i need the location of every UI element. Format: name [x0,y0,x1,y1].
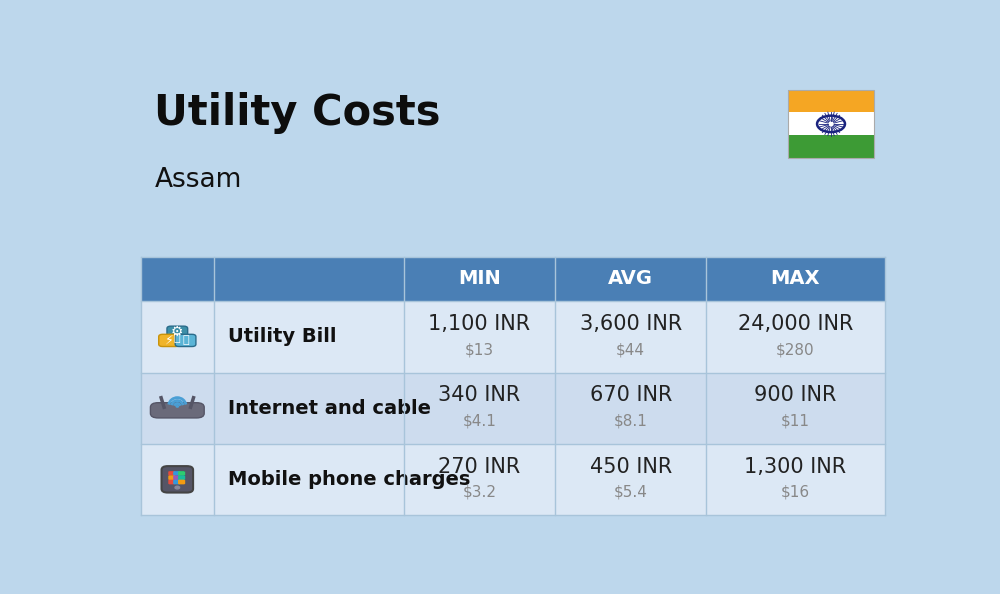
FancyBboxPatch shape [178,471,185,476]
FancyBboxPatch shape [178,479,185,484]
FancyBboxPatch shape [168,479,175,484]
Text: AVG: AVG [608,270,653,289]
Text: $16: $16 [781,485,810,500]
Text: $8.1: $8.1 [614,413,648,428]
Text: $3.2: $3.2 [463,485,497,500]
Text: 1,100 INR: 1,100 INR [428,314,531,334]
Text: 🏠: 🏠 [174,333,181,343]
Text: $44: $44 [616,342,645,357]
FancyBboxPatch shape [169,470,185,484]
FancyBboxPatch shape [788,90,874,112]
FancyBboxPatch shape [140,257,885,301]
FancyBboxPatch shape [140,372,885,444]
Text: 670 INR: 670 INR [590,386,672,405]
Text: $280: $280 [776,342,815,357]
FancyBboxPatch shape [140,301,885,372]
Text: 1,300 INR: 1,300 INR [744,457,846,476]
Text: 24,000 INR: 24,000 INR [738,314,853,334]
Text: MIN: MIN [458,270,501,289]
Text: $5.4: $5.4 [614,485,648,500]
Text: 450 INR: 450 INR [590,457,672,476]
Text: $13: $13 [465,342,494,357]
FancyBboxPatch shape [167,326,188,339]
FancyBboxPatch shape [173,479,180,484]
Text: 900 INR: 900 INR [754,386,837,405]
FancyBboxPatch shape [159,334,179,346]
Text: ⚡: ⚡ [165,334,173,347]
FancyBboxPatch shape [168,475,175,480]
Text: 💧: 💧 [182,336,189,346]
FancyBboxPatch shape [162,466,193,492]
Text: Utility Costs: Utility Costs [154,92,441,134]
Text: Internet and cable: Internet and cable [228,399,431,418]
FancyBboxPatch shape [175,334,196,346]
Text: Assam: Assam [154,168,242,193]
Text: ⚙: ⚙ [171,326,184,339]
FancyBboxPatch shape [178,475,185,480]
Text: 270 INR: 270 INR [438,457,521,476]
Text: Mobile phone charges: Mobile phone charges [228,470,470,489]
FancyBboxPatch shape [150,403,204,418]
Text: $4.1: $4.1 [463,413,496,428]
Text: $11: $11 [781,413,810,428]
FancyBboxPatch shape [140,444,885,515]
FancyBboxPatch shape [168,471,175,476]
FancyBboxPatch shape [173,475,180,480]
Circle shape [176,406,178,407]
Text: MAX: MAX [771,270,820,289]
Text: Utility Bill: Utility Bill [228,327,337,346]
FancyBboxPatch shape [173,471,180,476]
Text: 3,600 INR: 3,600 INR [580,314,682,334]
FancyBboxPatch shape [788,112,874,135]
Text: 340 INR: 340 INR [438,386,521,405]
Circle shape [175,486,180,489]
FancyBboxPatch shape [788,135,874,158]
